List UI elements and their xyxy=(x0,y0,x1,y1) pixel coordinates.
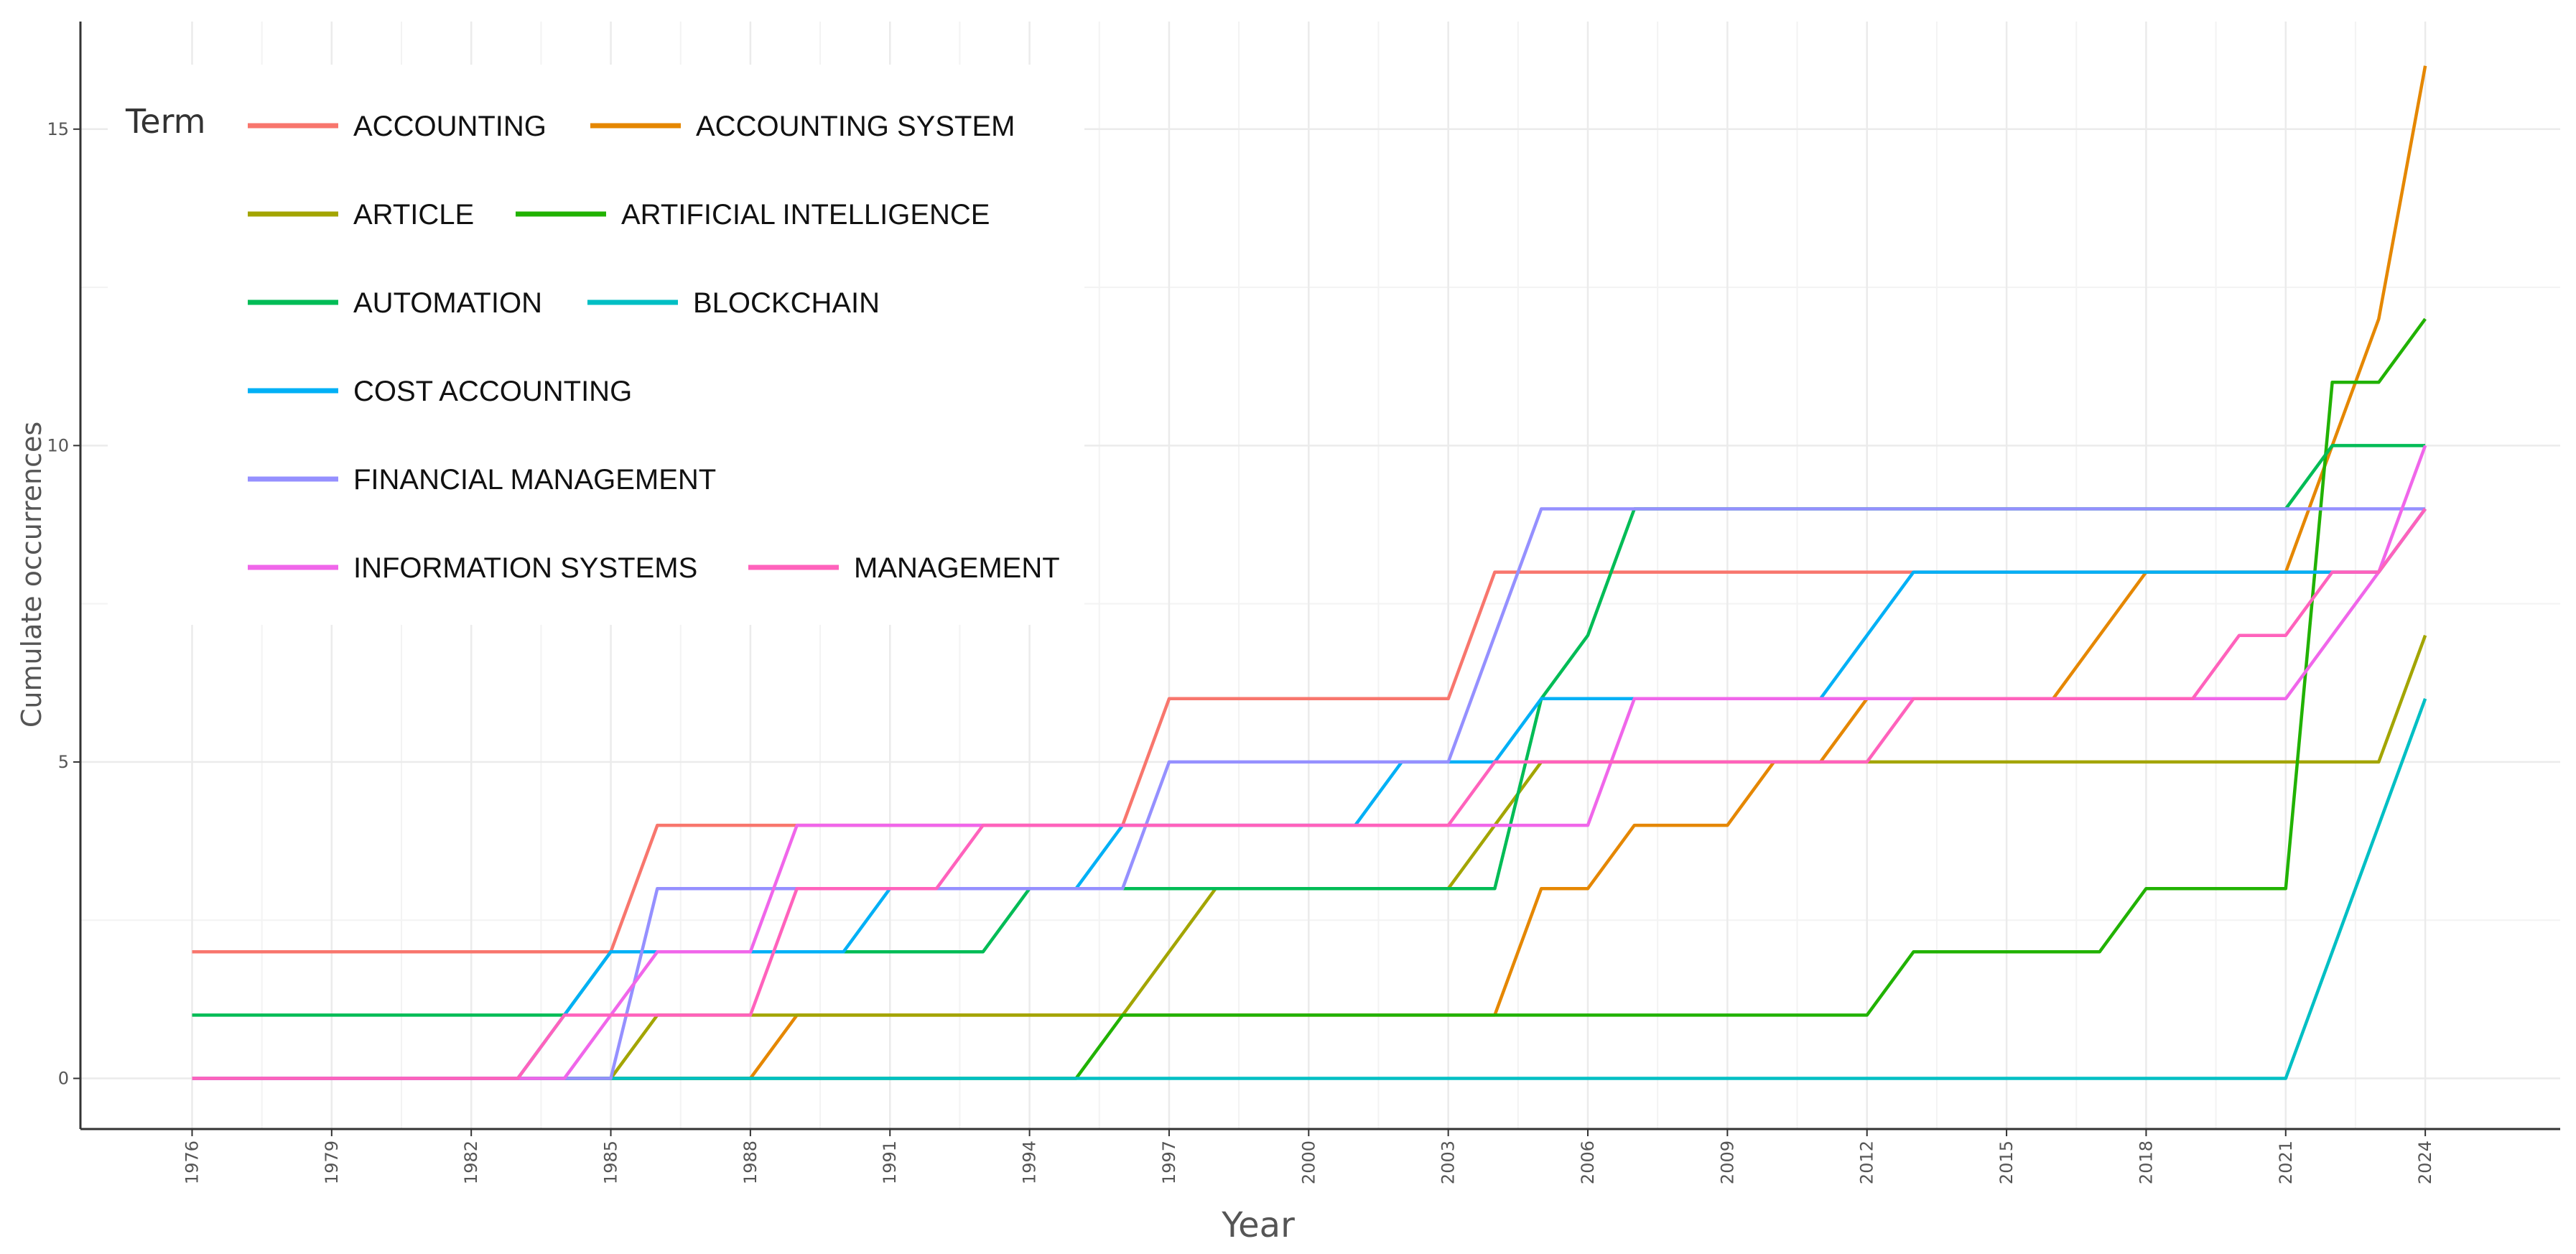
legend-title: Term xyxy=(125,102,206,141)
legend-label-information-systems: INFORMATION SYSTEMS xyxy=(353,552,697,584)
y-tick-label: 15 xyxy=(47,119,69,139)
x-tick-label: 2009 xyxy=(1717,1141,1737,1184)
x-tick-label: 2000 xyxy=(1298,1141,1319,1184)
x-tick-label: 1985 xyxy=(601,1141,621,1184)
legend-label-management: MANAGEMENT xyxy=(854,552,1060,584)
legend-label-automation: AUTOMATION xyxy=(353,287,542,319)
legend-label-accounting-system: ACCOUNTING SYSTEM xyxy=(696,111,1015,142)
x-tick-label: 2024 xyxy=(2415,1141,2435,1184)
x-tick-label: 1982 xyxy=(461,1141,481,1184)
x-tick-label: 2015 xyxy=(1996,1141,2017,1184)
y-tick-label: 10 xyxy=(47,435,69,455)
legend-label-financial-management: FINANCIAL MANAGEMENT xyxy=(353,464,716,496)
x-tick-label: 2018 xyxy=(2136,1141,2156,1184)
legend-label-blockchain: BLOCKCHAIN xyxy=(693,287,880,319)
x-tick-label: 2021 xyxy=(2276,1141,2296,1184)
y-axis-title: Cumulate occurrences xyxy=(16,422,47,728)
legend-background xyxy=(108,65,1084,625)
x-tick-label: 2012 xyxy=(1857,1141,1877,1184)
axes: 1976 1979 1982 1985 1988 1991 1994 1997 2000 2003… xyxy=(47,22,2560,1184)
legend: Term ACCOUNTING ACCOUNTING SYSTEM ARTICLE A… xyxy=(108,65,1084,625)
legend-label-artificial-intelligence: ARTIFICIAL INTELLIGENCE xyxy=(621,199,990,231)
x-tick-label: 1997 xyxy=(1159,1141,1179,1184)
legend-label-accounting: ACCOUNTING xyxy=(353,111,547,142)
x-tick-label: 1988 xyxy=(740,1141,761,1184)
x-tick-label: 1979 xyxy=(322,1141,342,1184)
x-tick-label: 1994 xyxy=(1020,1141,1040,1184)
y-tick-label: 5 xyxy=(58,752,69,772)
x-tick-label: 2003 xyxy=(1438,1141,1459,1184)
x-tick-label: 1976 xyxy=(182,1141,202,1184)
y-tick-label: 0 xyxy=(58,1069,69,1089)
legend-label-cost-accounting: COST ACCOUNTING xyxy=(353,376,632,407)
x-axis-title: Year xyxy=(1221,1205,1295,1245)
x-tick-label: 1991 xyxy=(880,1141,900,1184)
x-tick-label: 2006 xyxy=(1578,1141,1598,1184)
series-line-management xyxy=(192,508,2427,1080)
legend-label-article: ARTICLE xyxy=(353,199,474,231)
series-lines xyxy=(192,65,2427,1080)
